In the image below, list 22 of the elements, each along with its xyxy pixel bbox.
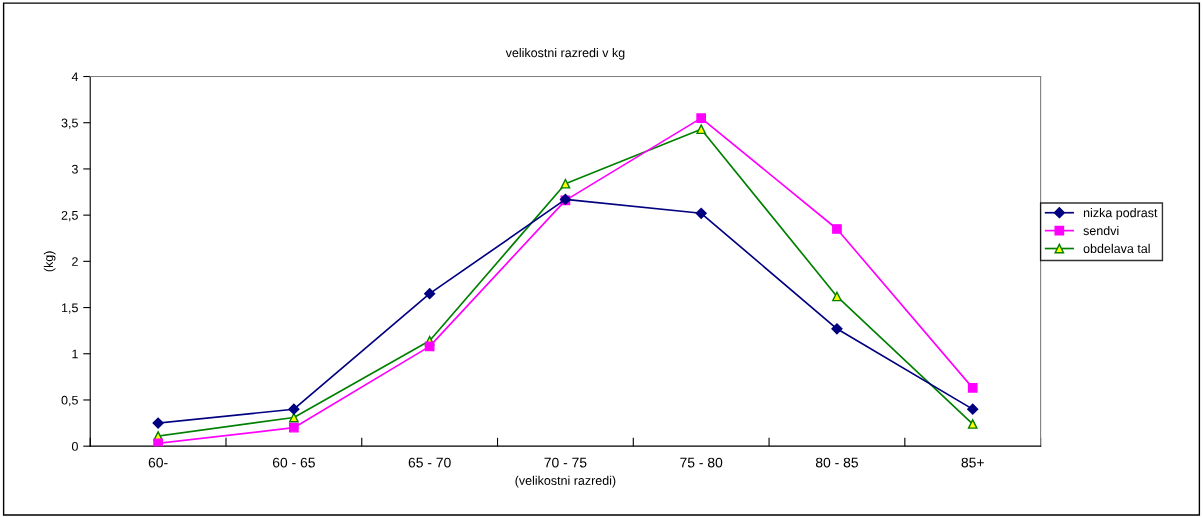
y-tick-label: 0 (71, 441, 78, 451)
legend-label: sendvi (1083, 225, 1119, 236)
y-tick-label: 2,5 (61, 210, 78, 222)
x-tick-label: 60- (148, 457, 168, 468)
chart-title: velikostni razredi v kg (505, 48, 625, 60)
y-axis-title: (kg) (43, 251, 56, 272)
y-tick-label: 4 (71, 72, 79, 82)
legend-label: obdelava tal (1083, 243, 1150, 254)
x-tick-label: 70 - 75 (544, 457, 587, 468)
x-tick-label: 80 - 85 (815, 457, 858, 468)
y-tick-label: 1,5 (62, 303, 78, 314)
y-tick-label: 2 (72, 257, 78, 266)
y-tick-label: 3 (71, 164, 78, 174)
y-tick-label: 3,5 (61, 118, 78, 129)
x-tick-label: 75 - 80 (680, 457, 723, 468)
x-tick-label: 85+ (961, 457, 984, 468)
legend-label: nizka podrast (1083, 208, 1158, 220)
x-tick-label: 65 - 70 (408, 457, 451, 468)
y-tick-label: 1 (72, 349, 78, 359)
x-tick-label: 60 - 65 (272, 457, 315, 468)
y-tick-label: 0,5 (61, 395, 78, 407)
x-axis-title: (velikostni razredi) (515, 475, 616, 488)
